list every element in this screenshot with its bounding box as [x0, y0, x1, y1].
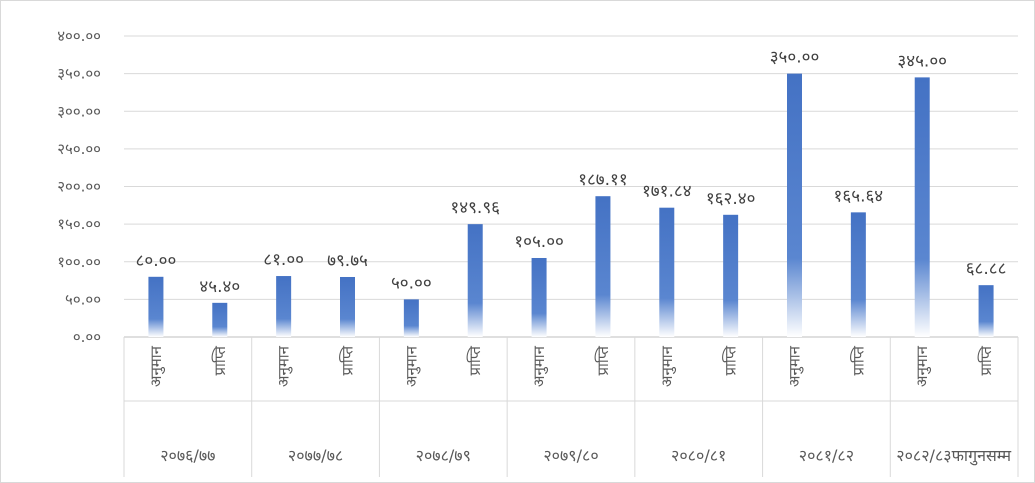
gridlines: [124, 35, 1018, 338]
data-label: ८१.००: [263, 250, 304, 270]
data-label: १८७.११: [578, 170, 628, 190]
data-label: ८०.००: [136, 251, 177, 271]
bar: [659, 207, 675, 337]
x-category-label: अनुमान: [275, 345, 294, 387]
data-label: १६५.६४: [834, 186, 884, 206]
bar: [212, 302, 228, 337]
x-category-label: प्राप्ति: [211, 346, 229, 376]
bar: [467, 224, 483, 337]
y-tick-label: १००.००: [57, 253, 101, 271]
bar: [787, 73, 802, 337]
x-group-label: २०७८/७९: [416, 446, 471, 465]
bar: [276, 276, 292, 337]
data-labels: ८०.०० ४५.४० ८१.०० ७९.७५ ५०.०० १४९.९६ १०५.०० १८७…: [136, 48, 1007, 297]
y-tick-label: १५०.००: [57, 215, 101, 233]
data-label: १७१.८४: [642, 182, 692, 202]
y-tick-label: ४००.००: [57, 27, 101, 45]
x-axis: अनुमान प्राप्ति २०७६/७७ अनुमान प्राप्ति २०७७/…: [123, 337, 1019, 477]
x-group-label: २०८२/८३फागुनसम्म: [896, 446, 1011, 466]
x-group-label: २०७७/७८: [288, 446, 343, 465]
bar: [914, 77, 930, 337]
y-tick-label: २५०.००: [57, 140, 101, 158]
y-tick-label: ३५०.००: [57, 65, 101, 83]
x-category-label: अनुमान: [530, 345, 549, 387]
bar: [978, 285, 994, 337]
bar: [595, 196, 611, 337]
data-label: ५०.००: [391, 273, 432, 293]
x-category-label: प्राप्ति: [339, 346, 357, 376]
data-label: १०५.००: [514, 232, 564, 252]
x-category-label: प्राप्ति: [466, 346, 484, 376]
data-label: ६८.८८: [966, 259, 1007, 279]
data-label: ३५०.००: [770, 48, 820, 68]
data-label: १६२.४०: [706, 189, 756, 209]
y-tick-label: ५०.००: [65, 290, 101, 308]
y-axis: ०.०० ५०.०० १००.०० १५०.०० २००.०० २५०.०० ३००.०० ३…: [57, 27, 101, 346]
bar: [531, 257, 547, 337]
x-group-label: २०७६/७७: [160, 446, 215, 465]
x-group-label: २०८१/८२: [799, 446, 854, 465]
bar: [403, 299, 419, 337]
x-group-label: २०८०/८१: [671, 446, 726, 465]
y-tick-label: ३००.००: [57, 102, 101, 120]
x-category-label: अनुमान: [147, 345, 166, 387]
x-category-label: प्राप्ति: [977, 346, 995, 376]
data-label: ३४५.००: [897, 51, 947, 71]
x-category-label: अनुमान: [658, 345, 677, 387]
x-category-label: प्राप्ति: [594, 346, 612, 376]
data-label: ४५.४०: [199, 277, 240, 297]
x-category-label: अनुमान: [402, 345, 421, 387]
data-label: ७९.७५: [327, 251, 368, 271]
x-category-label: अनुमान: [913, 345, 932, 387]
y-tick-label: २००.००: [57, 178, 101, 196]
bar: [148, 276, 164, 337]
bars: [148, 73, 994, 337]
x-category-label: प्राप्ति: [849, 346, 867, 376]
x-category-label: प्राप्ति: [722, 346, 740, 376]
data-label: १४९.९६: [450, 198, 500, 218]
x-category-label: अनुमान: [786, 345, 805, 387]
x-group-label: २०७९/८०: [543, 446, 598, 465]
y-tick-label: ०.००: [73, 328, 101, 346]
bar: [723, 214, 739, 337]
bar: [340, 276, 355, 337]
bar: [850, 212, 866, 337]
